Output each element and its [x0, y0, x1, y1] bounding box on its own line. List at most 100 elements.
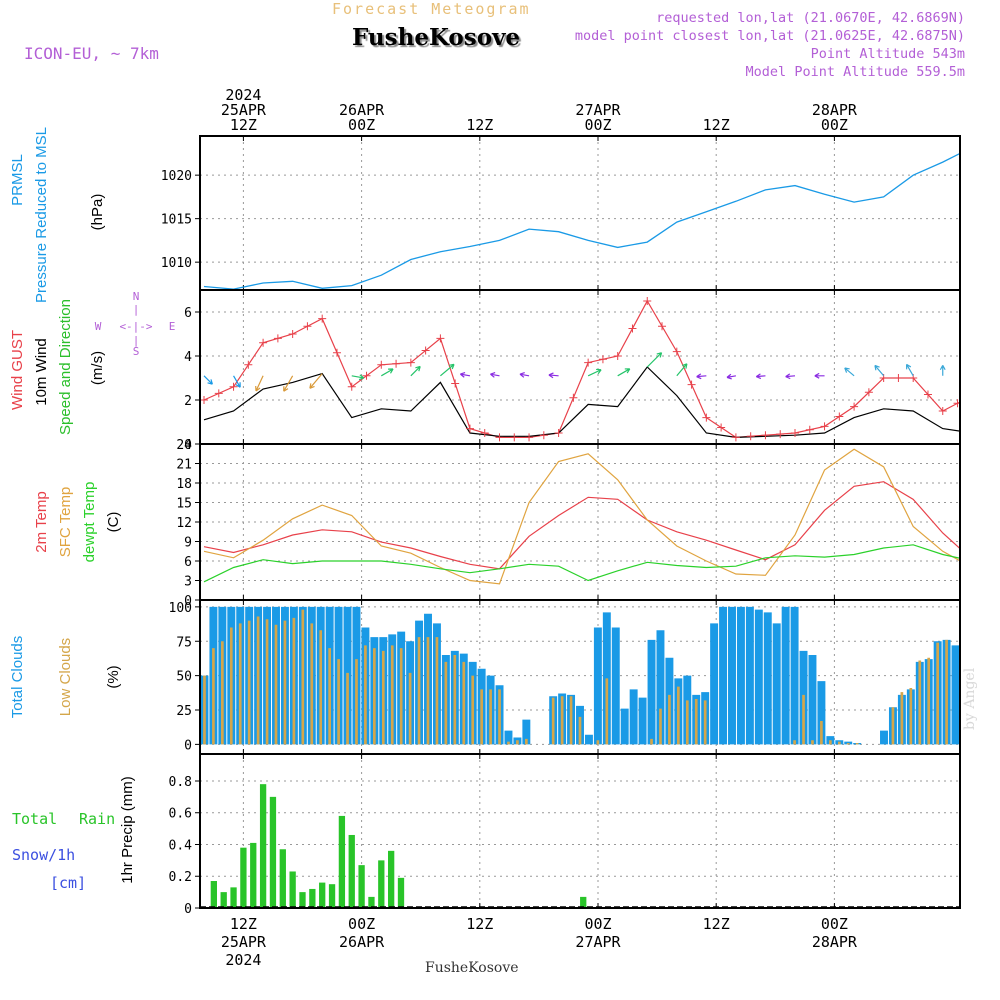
x-axis-label-top: 12Z — [230, 116, 257, 134]
bar-rain — [240, 847, 247, 908]
bar-low-clouds — [444, 661, 448, 745]
x-axis-label-top: 27APR — [575, 101, 621, 119]
panel-frame — [199, 135, 961, 291]
bar-low-clouds — [229, 627, 233, 745]
wind-label: 10m Wind — [33, 338, 50, 406]
bar-total-clouds — [754, 609, 763, 745]
footer-station: FusheKosove — [425, 960, 519, 976]
bar-total-clouds — [817, 681, 826, 745]
bar-low-clouds — [471, 675, 475, 745]
bar-total-clouds — [808, 655, 817, 745]
wind-direction-arrow — [233, 375, 241, 388]
bar-total-clouds — [719, 606, 728, 745]
gust-point — [244, 360, 253, 369]
bar-low-clouds — [891, 707, 895, 745]
legend-total: Total — [12, 810, 57, 828]
bar-low-clouds — [793, 740, 796, 745]
pressure-plot — [203, 152, 960, 290]
bar-low-clouds — [855, 743, 859, 745]
gust-point — [820, 422, 829, 431]
model-altitude: Model Point Altitude 559.5m — [745, 64, 965, 80]
bar-low-clouds — [417, 637, 421, 745]
gust-point — [318, 314, 327, 323]
bar-low-clouds — [525, 738, 528, 745]
gust-point — [303, 322, 312, 331]
x-axis-label-top: 28APR — [812, 101, 858, 119]
gust-point — [702, 413, 711, 422]
wind-direction-arrow — [939, 365, 946, 376]
bar-total-clouds — [620, 708, 629, 745]
bar-rain — [338, 815, 346, 908]
wind-direction-arrow — [490, 372, 500, 378]
bar-rain — [309, 888, 316, 908]
x-axis-label-bottom: 2024 — [225, 951, 261, 969]
bar-total-clouds — [656, 630, 665, 745]
bar-low-clouds — [829, 740, 832, 745]
bar-low-clouds — [373, 648, 376, 745]
bar-low-clouds — [283, 620, 287, 745]
wind-direction-arrow — [203, 375, 213, 385]
bar-low-clouds — [274, 624, 278, 745]
bar-low-clouds — [238, 623, 242, 745]
gust-point — [687, 380, 696, 389]
y-tick-label: 1015 — [161, 213, 192, 228]
temp-unit: (C) — [105, 512, 122, 533]
bar-total-clouds — [763, 612, 772, 745]
point-altitude: Point Altitude 543m — [810, 46, 965, 62]
bar-total-clouds — [781, 606, 790, 745]
wind-direction-arrow — [755, 373, 766, 380]
bar-total-clouds — [728, 606, 736, 745]
pressure-label-long: Pressure Reduced to MSL — [33, 127, 50, 303]
gust-point — [214, 389, 223, 398]
gust-point — [554, 429, 563, 437]
bar-low-clouds — [301, 609, 305, 745]
x-axis-label-top: 26APR — [339, 101, 385, 119]
gust-point — [451, 379, 460, 388]
precip-plot — [200, 784, 960, 908]
bar-total-clouds — [593, 627, 602, 745]
bar-low-clouds — [945, 639, 948, 745]
gust-point — [200, 396, 208, 404]
panel-frame — [199, 753, 961, 909]
bar-total-clouds — [647, 639, 656, 745]
gust-point — [273, 334, 282, 343]
legend-snow: Snow/1h — [12, 846, 75, 864]
gust-point — [539, 431, 548, 440]
sfc-temp-label: SFC Temp — [57, 487, 74, 558]
gust-point — [332, 348, 341, 357]
bar-total-clouds — [772, 623, 781, 745]
x-axis-label-bottom: 27APR — [575, 933, 621, 951]
y-tick-label: 1010 — [161, 256, 192, 271]
gust-point — [510, 433, 519, 442]
bar-low-clouds — [426, 637, 430, 745]
pressure-unit: (hPa) — [89, 194, 106, 231]
bar-low-clouds — [837, 741, 841, 745]
bar-low-clouds — [802, 694, 805, 745]
bar-low-clouds — [927, 657, 931, 745]
y-tick-label: 12 — [176, 516, 192, 531]
bar-rain — [299, 892, 306, 908]
x-axis-label-bottom: 12Z — [230, 915, 257, 933]
gust-point — [953, 399, 960, 408]
x-axis-label-top: 2024 — [225, 86, 261, 104]
bar-total-clouds — [710, 623, 719, 745]
bar-total-clouds — [584, 734, 593, 745]
bar-low-clouds — [247, 620, 251, 745]
x-axis-label-top: 00Z — [348, 116, 375, 134]
gust-point — [421, 346, 430, 355]
y-tick-label: 0 — [184, 438, 192, 453]
bar-low-clouds — [346, 672, 349, 745]
gust-point — [525, 433, 534, 442]
bar-total-clouds — [504, 730, 513, 745]
series-line-prmsl — [203, 152, 960, 290]
x-axis-label-top: 12Z — [466, 116, 493, 134]
bar-low-clouds — [569, 696, 573, 745]
gust-point — [362, 371, 371, 380]
bar-low-clouds — [703, 700, 707, 745]
gust-point — [436, 334, 445, 343]
chart-title: Forecast Meteogram — [332, 0, 531, 18]
x-axis-label-bottom: 12Z — [466, 915, 493, 933]
bar-low-clouds — [498, 689, 501, 745]
y-tick-label: 0 — [184, 738, 192, 753]
bar-low-clouds — [221, 641, 224, 745]
